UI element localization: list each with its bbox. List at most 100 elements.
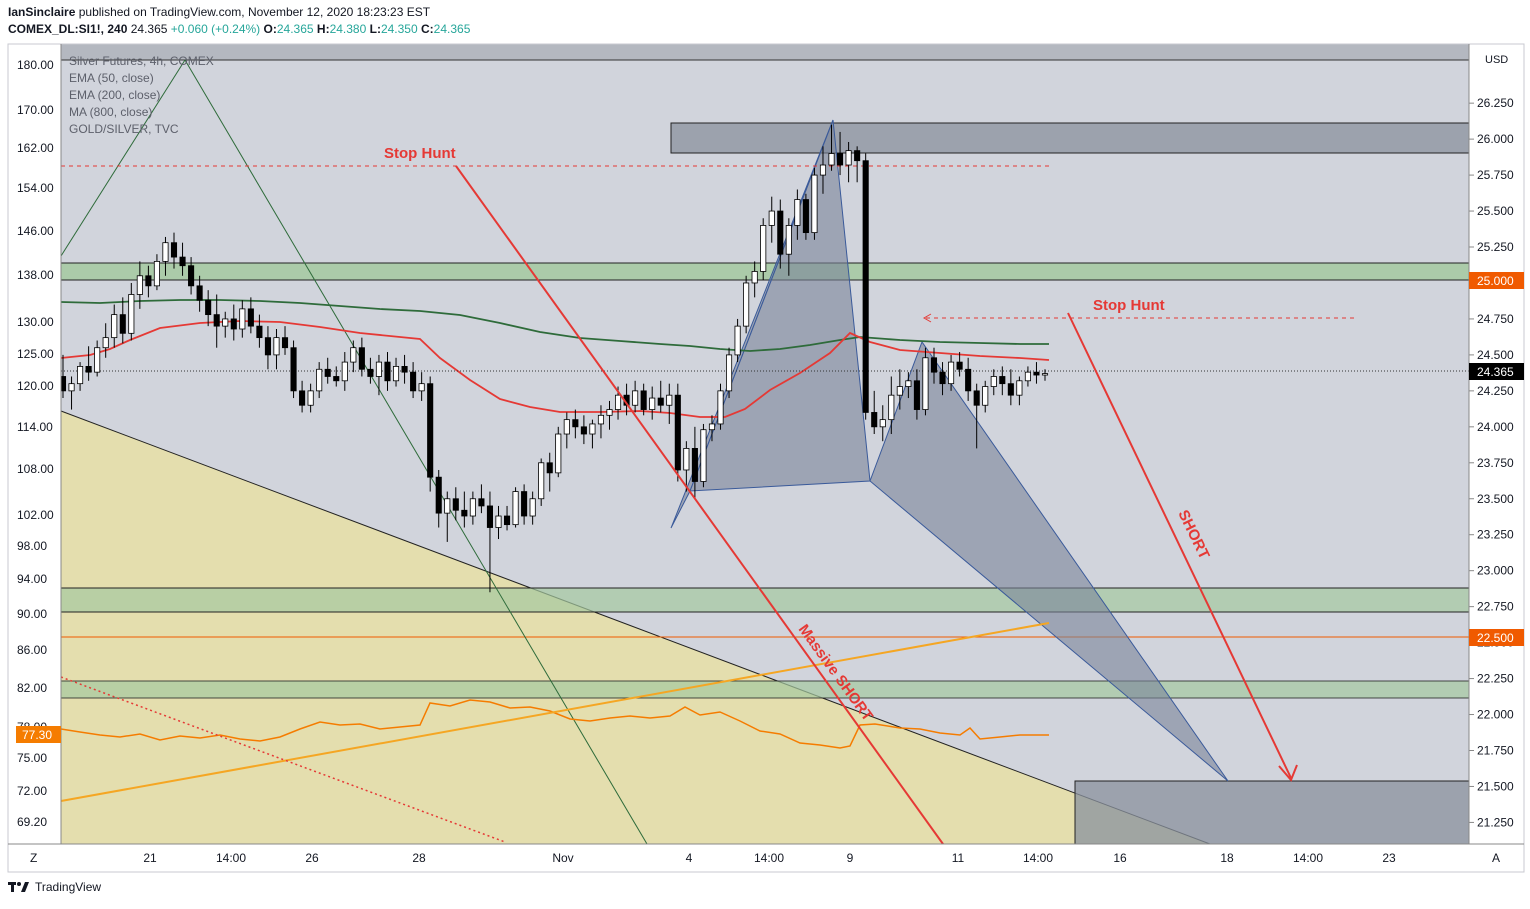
symbol-label[interactable]: COMEX_DL:SI1!, 240 [8,22,128,36]
candle [606,400,613,430]
candle-body-up [666,394,673,406]
candle [495,505,502,540]
short-arrow [1067,312,1292,779]
time-axis[interactable] [8,844,1524,872]
candle [350,340,357,373]
right-tick-label: 25.250 [1477,240,1514,254]
candle [1007,369,1014,406]
stop-hunt-label-left: Stop Hunt [384,145,456,162]
candle-body-down [410,371,417,392]
candle [751,261,758,298]
candle-body-down [427,383,434,478]
candle-body-up [1016,380,1023,396]
candle-body-up [982,386,989,406]
candle-body-down [324,368,331,377]
candle [837,131,844,176]
candle [307,383,314,413]
zoom-button[interactable]: Z [30,851,37,865]
supply-zone-top [670,122,1470,154]
candle [401,354,408,384]
candle [708,415,716,442]
candle-body-up [794,199,801,226]
candle-body-up [990,376,997,387]
candle [930,347,938,384]
candle [521,484,528,525]
candle [1024,366,1031,387]
right-tick-label: 23.500 [1477,492,1514,506]
candle [102,323,109,358]
candle-body-down [939,371,946,385]
right-tick-label: 25.750 [1477,168,1514,182]
candle-body-down [973,390,980,406]
right-tick-label: 23.000 [1477,564,1514,578]
publish-info: IanSinclaire published on TradingView.co… [8,5,430,19]
right-tick-label: 24.750 [1477,312,1514,326]
candle [871,390,878,435]
candle [316,362,323,399]
candle [196,275,203,312]
trend-line-up [60,59,186,257]
candle [418,372,425,401]
tradingview-logo-icon [8,882,29,892]
time-tick-label: 4 [686,851,693,865]
time-tick-label: 14:00 [216,851,246,865]
candle [811,167,818,240]
candle [230,304,237,341]
left-tick-label: 125.00 [17,347,54,361]
candle-body-down [264,337,271,356]
tradingview-brand: TradingView [35,880,102,894]
target-zone-bottom [1074,780,1470,845]
candle-body-up [563,419,570,435]
candle-body-up [896,386,903,396]
candle [597,405,605,439]
indicator-gold-silver[interactable]: GOLD/SILVER, TVC [69,122,179,136]
candle-body-up [760,225,767,272]
candle-body-up [68,383,75,392]
last-price: 24.365 [130,22,168,36]
support-zone-22.1 [60,680,1470,699]
indicator-series[interactable]: Silver Futures, 4h, COMEX [69,54,214,68]
candle [94,340,101,377]
candle-body-down [572,419,579,428]
candle-body-down [956,361,963,370]
candle-body-up [811,174,818,234]
indicator-ema-50[interactable]: EMA (50, close) [69,71,154,85]
candle-body-up [828,153,835,166]
candle-body-up [444,498,451,514]
candle [785,218,792,276]
candle-body-down [930,357,938,373]
indicator-ma-800[interactable]: MA (800, close) [69,105,153,119]
right-axis[interactable] [1469,44,1524,844]
level-tag-22.5-bg [1469,629,1524,646]
candle [1016,376,1023,406]
auto-scale-button[interactable]: A [1492,851,1500,865]
candle [392,357,400,387]
candle [239,300,246,338]
candle [819,146,827,194]
footer-branding[interactable]: TradingView [8,880,101,894]
left-axis[interactable] [8,44,61,844]
candle-body-up [785,225,792,255]
candle-body-up [350,347,357,363]
candle-body-up [111,314,118,339]
candle [486,491,494,593]
right-tick-label: 23.250 [1477,528,1514,542]
candle-body-up [392,366,400,382]
author-name[interactable]: IanSinclaire [8,5,76,19]
candle [828,124,835,171]
candle [879,405,886,442]
right-tick-label: 25.500 [1477,204,1514,218]
candle-body-up [734,325,741,356]
indicator-ema-200[interactable]: EMA (200, close) [69,88,161,102]
candle-body-down [802,199,809,234]
candle [632,380,639,413]
candle-body-up [589,423,596,435]
time-tick-label: 23 [1382,851,1396,865]
candle-body-up [922,357,929,410]
candle-body-down [196,285,203,301]
candle [1041,369,1049,381]
candle [452,487,459,521]
candle-body-up [307,390,314,406]
candle-body-up [94,347,101,373]
